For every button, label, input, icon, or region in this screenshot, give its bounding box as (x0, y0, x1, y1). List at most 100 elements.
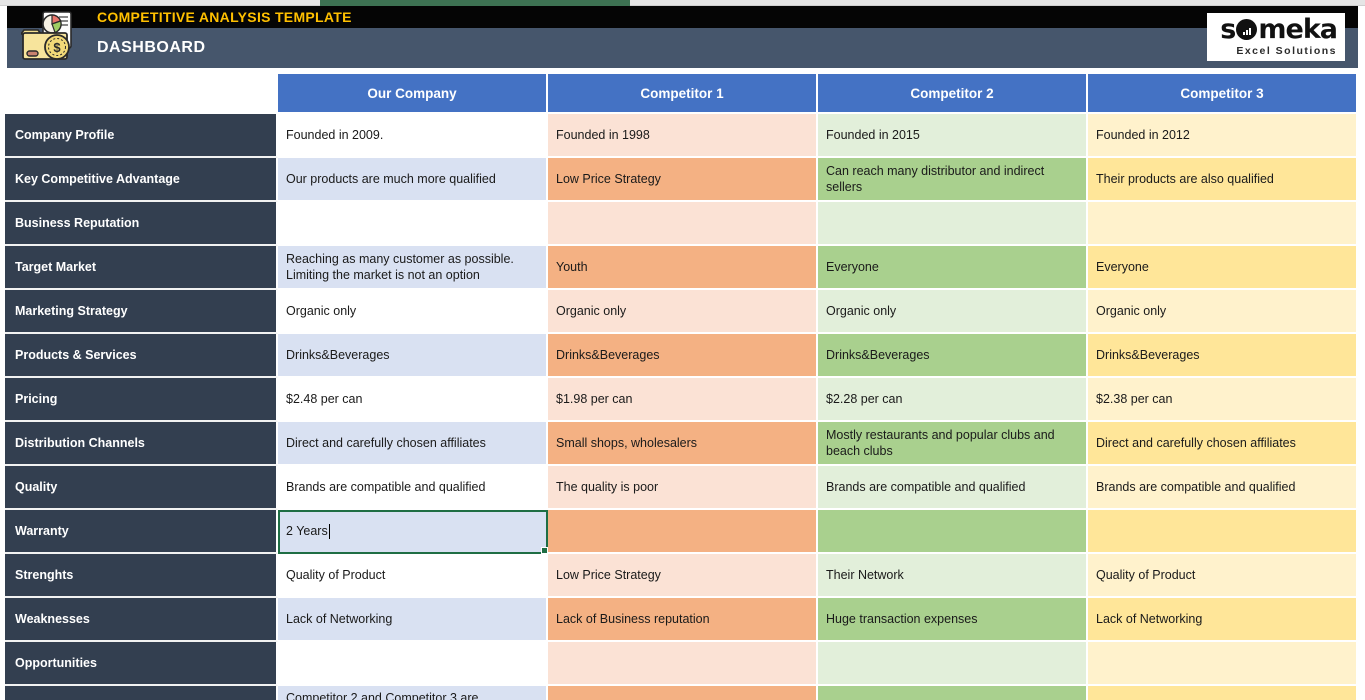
table-row: Pricing $2.48 per can $1.98 per can $2.28 p… (5, 378, 1358, 422)
table-cell[interactable]: Organic only (818, 290, 1088, 334)
table-cell[interactable]: Quality of Product (1088, 554, 1358, 598)
table-cell[interactable]: Brands are compatible and qualified (1088, 466, 1358, 510)
table-cell[interactable]: $2.38 per can (1088, 378, 1358, 422)
row-label-text: Products & Services (15, 348, 137, 362)
table-cell[interactable]: Can reach many distributor and indirect … (818, 158, 1088, 202)
table-cell[interactable] (548, 686, 818, 700)
table-cell[interactable] (818, 510, 1088, 554)
table-cell[interactable]: Founded in 2015 (818, 114, 1088, 158)
table-cell[interactable]: Everyone (818, 246, 1088, 290)
table-cell[interactable] (278, 202, 548, 246)
table-cell[interactable]: Youth (548, 246, 818, 290)
column-header-our-company[interactable]: Our Company (278, 74, 548, 112)
table-cell[interactable]: Brands are compatible and qualified (278, 466, 548, 510)
cell-text: $2.28 per can (826, 391, 903, 406)
cell-text: Youth (556, 259, 588, 274)
table-cell[interactable]: Their products are also qualified (1088, 158, 1358, 202)
brand-name: s meka (1220, 16, 1338, 43)
row-label[interactable]: Opportunities (5, 642, 278, 686)
row-label[interactable]: Pricing (5, 378, 278, 422)
table-cell[interactable]: Drinks&Beverages (278, 334, 548, 378)
table-cell[interactable]: Competitor 2 and Competitor 3 are (278, 686, 548, 700)
table-cell[interactable]: Drinks&Beverages (1088, 334, 1358, 378)
top-strip-green-segment (320, 0, 630, 6)
row-label[interactable]: Strenghts (5, 554, 278, 598)
row-label[interactable]: Company Profile (5, 114, 278, 158)
table-cell[interactable] (548, 202, 818, 246)
table-corner (5, 74, 278, 112)
table-cell[interactable]: Low Price Strategy (548, 158, 818, 202)
dashboard-header: COMPETITIVE ANALYSIS TEMPLATE DASHBOARD … (7, 6, 1358, 68)
table-cell[interactable]: Brands are compatible and qualified (818, 466, 1088, 510)
row-label[interactable]: Warranty (5, 510, 278, 554)
row-label[interactable]: Weaknesses (5, 598, 278, 642)
table-row: Warranty 2 Years (5, 510, 1358, 554)
column-header-competitor-3[interactable]: Competitor 3 (1088, 74, 1358, 112)
cell-text: The quality is poor (556, 479, 659, 494)
page-subtitle: DASHBOARD (97, 39, 206, 56)
table-cell[interactable]: Low Price Strategy (548, 554, 818, 598)
table-cell[interactable] (1088, 202, 1358, 246)
row-label[interactable]: Target Market (5, 246, 278, 290)
table-cell[interactable] (818, 686, 1088, 700)
table-row: Key Competitive Advantage Our products ar… (5, 158, 1358, 202)
table-cell[interactable] (818, 202, 1088, 246)
table-cell[interactable]: Founded in 2009. (278, 114, 548, 158)
table-cell[interactable]: Their Network (818, 554, 1088, 598)
table-cell[interactable]: Lack of Networking (278, 598, 548, 642)
someka-logo: s meka Excel Solutions (1207, 13, 1345, 61)
cell-text: Mostly restaurants and popular clubs and… (826, 427, 1055, 458)
cell-text: Brands are compatible and qualified (1096, 479, 1296, 494)
table-cell[interactable]: Quality of Product (278, 554, 548, 598)
row-label[interactable]: Business Reputation (5, 202, 278, 246)
table-cell[interactable]: The quality is poor (548, 466, 818, 510)
table-cell[interactable]: Mostly restaurants and popular clubs and… (818, 422, 1088, 466)
table-cell[interactable]: Everyone (1088, 246, 1358, 290)
table-cell[interactable]: Huge transaction expenses (818, 598, 1088, 642)
cell-text: Direct and carefully chosen affiliates (286, 435, 486, 450)
table-cell[interactable] (1088, 642, 1358, 686)
table-cell[interactable] (278, 642, 548, 686)
column-header-competitor-2[interactable]: Competitor 2 (818, 74, 1088, 112)
table-cell[interactable]: Lack of Networking (1088, 598, 1358, 642)
table-cell[interactable] (818, 642, 1088, 686)
table-cell[interactable]: Founded in 2012 (1088, 114, 1358, 158)
row-label[interactable]: Quality (5, 466, 278, 510)
table-cell[interactable]: $1.98 per can (548, 378, 818, 422)
table-cell[interactable]: Small shops, wholesalers (548, 422, 818, 466)
table-cell[interactable]: Drinks&Beverages (548, 334, 818, 378)
row-label[interactable]: Marketing Strategy (5, 290, 278, 334)
folder-chart-dollar-icon: $ (21, 11, 72, 60)
table-cell[interactable] (548, 510, 818, 554)
cell-text: Lack of Business reputation (556, 611, 710, 626)
table-cell[interactable] (548, 642, 818, 686)
table-cell[interactable]: $2.28 per can (818, 378, 1088, 422)
row-label[interactable]: Distribution Channels (5, 422, 278, 466)
table-cell[interactable]: Direct and carefully chosen affiliates (278, 422, 548, 466)
row-label[interactable]: Key Competitive Advantage (5, 158, 278, 202)
table-cell[interactable]: Organic only (278, 290, 548, 334)
table-cell[interactable]: $2.48 per can (278, 378, 548, 422)
table-cell[interactable]: Organic only (548, 290, 818, 334)
table-cell[interactable]: Founded in 1998 (548, 114, 818, 158)
cell-text: Lack of Networking (286, 611, 393, 626)
table-cell[interactable]: Organic only (1088, 290, 1358, 334)
cell-text: Founded in 1998 (556, 127, 650, 142)
table-cell[interactable] (1088, 510, 1358, 554)
table-cell[interactable]: Direct and carefully chosen affiliates (1088, 422, 1358, 466)
table-cell[interactable]: Reaching as many customer as possible. L… (278, 246, 548, 290)
row-label-text: Opportunities (15, 656, 97, 670)
cell-text: 2 Years (286, 523, 328, 538)
selected-cell[interactable]: 2 Years (278, 510, 548, 554)
row-label[interactable] (5, 686, 278, 700)
cell-text: Reaching as many customer as possible. L… (286, 251, 514, 282)
cell-text: Drinks&Beverages (286, 347, 390, 362)
table-cell[interactable]: Lack of Business reputation (548, 598, 818, 642)
table-cell[interactable]: Our products are much more qualified (278, 158, 548, 202)
table-cell[interactable]: Drinks&Beverages (818, 334, 1088, 378)
table-cell[interactable] (1088, 686, 1358, 700)
text-cursor (328, 523, 331, 539)
row-label[interactable]: Products & Services (5, 334, 278, 378)
column-header-competitor-1[interactable]: Competitor 1 (548, 74, 818, 112)
fill-handle[interactable] (541, 547, 548, 554)
